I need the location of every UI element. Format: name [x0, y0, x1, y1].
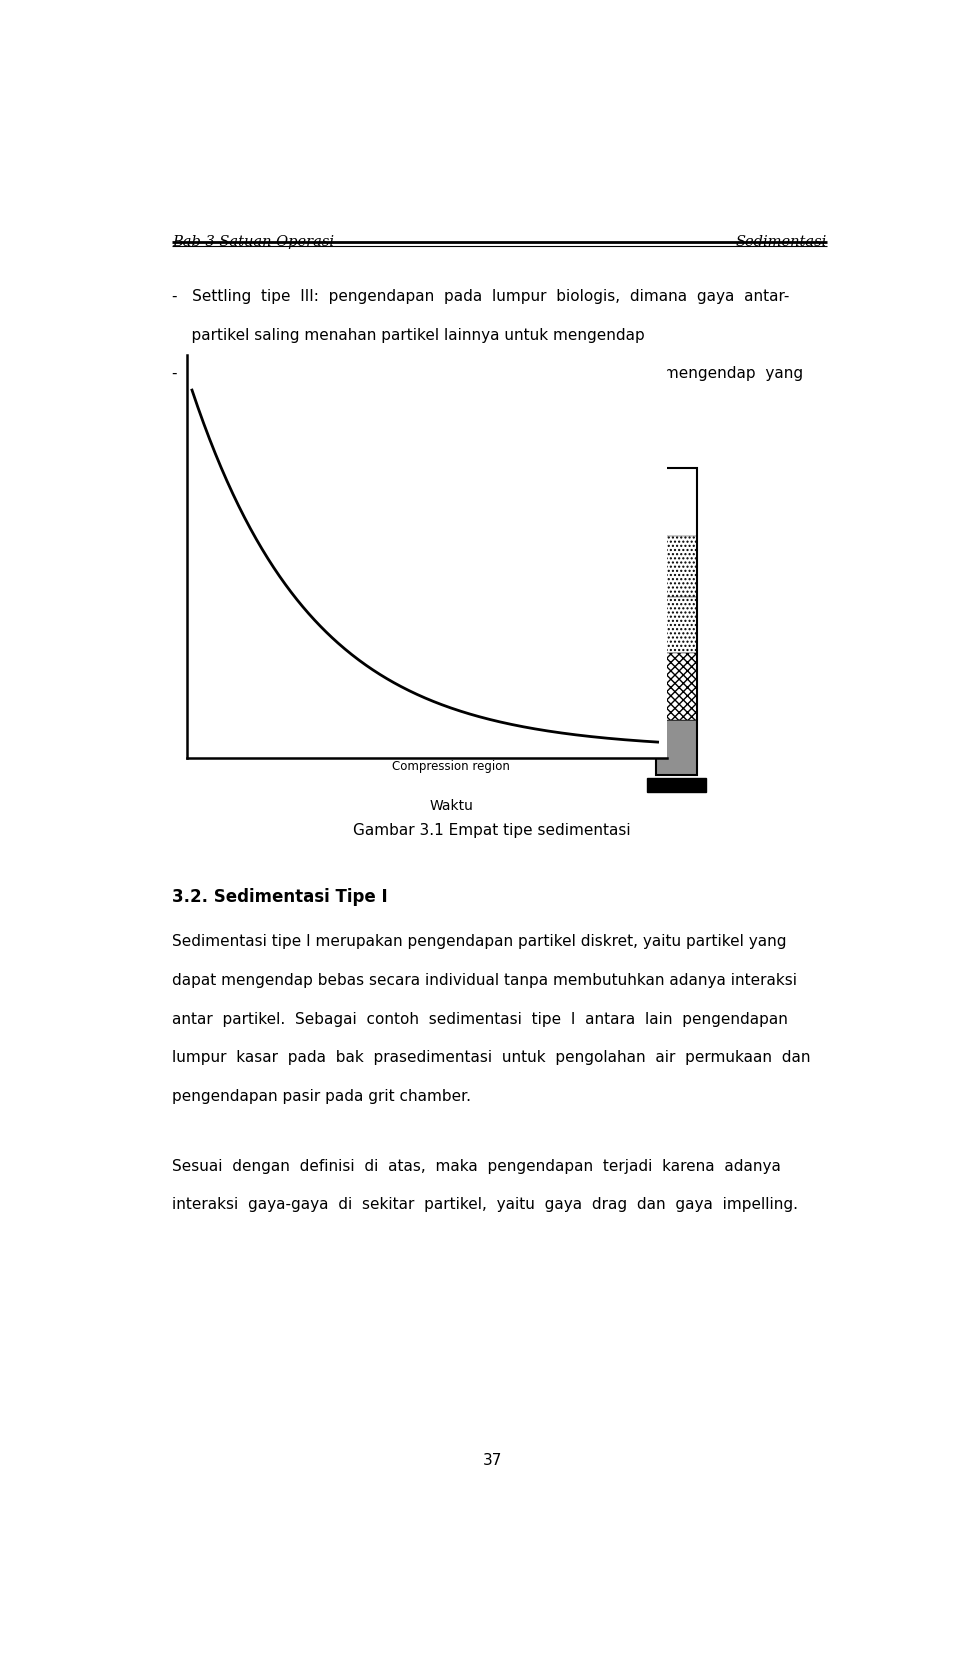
Text: Compression region: Compression region — [392, 759, 510, 773]
Text: -   Settling  tipe  III:  pengendapan  pada  lumpur  biologis,  dimana  gaya  an: - Settling tipe III: pengendapan pada lu… — [172, 288, 789, 303]
Text: dapat mengendap bebas secara individual tanpa membutuhkan adanya interaksi: dapat mengendap bebas secara individual … — [172, 972, 797, 987]
Text: 37: 37 — [482, 1453, 502, 1468]
Text: Sedimentasi: Sedimentasi — [735, 235, 827, 248]
Text: Waktu: Waktu — [429, 799, 473, 813]
Text: terjadi karena berat partikel: terjadi karena berat partikel — [172, 406, 407, 421]
Bar — [656, 468, 697, 776]
Text: interaksi  gaya-gaya  di  sekitar  partikel,  yaitu  gaya  drag  dan  gaya  impe: interaksi gaya-gaya di sekitar partikel,… — [172, 1197, 798, 1212]
Text: Hindered settling region: Hindered settling region — [379, 712, 523, 726]
Text: antar  partikel.  Sebagai  contoh  sedimentasi  tipe  I  antara  lain  pengendap: antar partikel. Sebagai contoh sedimenta… — [172, 1012, 788, 1027]
Text: Gambar 3.1 Empat tipe sedimentasi: Gambar 3.1 Empat tipe sedimentasi — [353, 823, 631, 838]
Bar — [656, 536, 697, 597]
Bar — [656, 652, 697, 721]
Text: lumpur  kasar  pada  bak  prasedimentasi  untuk  pengolahan  air  permukaan  dan: lumpur kasar pada bak prasedimentasi unt… — [172, 1051, 810, 1066]
Text: Clear Water Region: Clear Water Region — [394, 518, 508, 530]
Bar — [656, 721, 697, 776]
Text: Sesuai  dengan  definisi  di  atas,  maka  pengendapan  terjadi  karena  adanya: Sesuai dengan definisi di atas, maka pen… — [172, 1158, 780, 1173]
Text: Flocculant settling region: Flocculant settling region — [376, 659, 526, 670]
Text: Bab 3 Satuan Operasi: Bab 3 Satuan Operasi — [172, 235, 334, 248]
Text: Discrete settling region: Discrete settling region — [382, 602, 520, 615]
Text: partikel saling menahan partikel lainnya untuk mengendap: partikel saling menahan partikel lainnya… — [172, 327, 645, 342]
Text: Kedalaman: Kedalaman — [206, 590, 220, 669]
Text: -   Settling  tipe  IV:  terjadi  pemampatan  partikel  yang  telah  mengendap  : - Settling tipe IV: terjadi pemampatan p… — [172, 367, 804, 382]
Bar — [647, 778, 706, 793]
Text: 3.2. Sedimentasi Tipe I: 3.2. Sedimentasi Tipe I — [172, 888, 388, 905]
Text: Sedimentasi tipe I merupakan pengendapan partikel diskret, yaitu partikel yang: Sedimentasi tipe I merupakan pengendapan… — [172, 934, 786, 949]
Bar — [656, 597, 697, 652]
Bar — [656, 468, 697, 536]
Text: pengendapan pasir pada grit chamber.: pengendapan pasir pada grit chamber. — [172, 1089, 471, 1104]
